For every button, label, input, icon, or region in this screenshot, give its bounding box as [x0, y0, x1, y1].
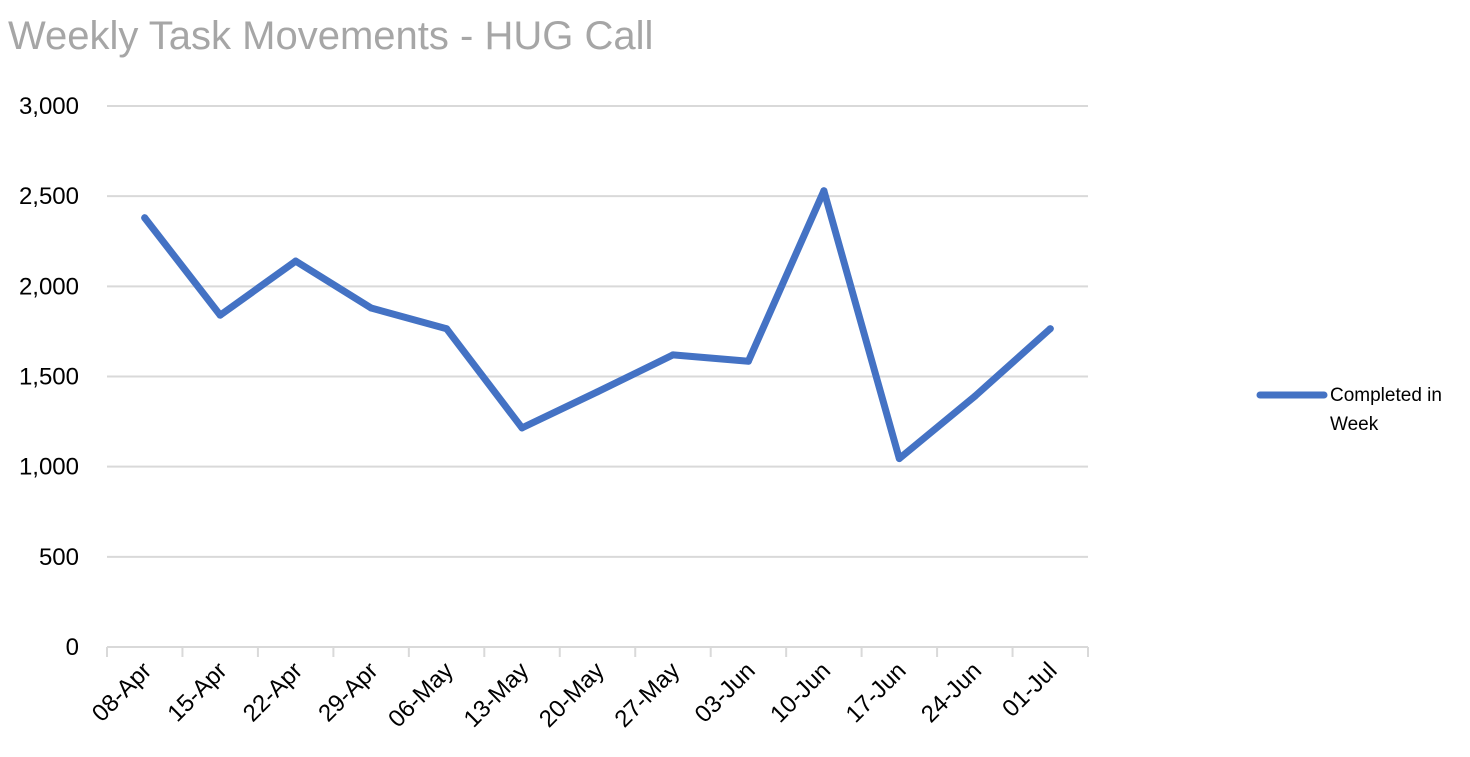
data-point [141, 214, 149, 222]
data-point [367, 304, 375, 312]
x-tick-label: 22-Apr [238, 657, 308, 727]
y-tick-label: 1,000 [19, 454, 79, 481]
x-tick-label: 03-Jun [690, 657, 761, 728]
x-axis [106, 646, 1089, 657]
y-tick-label: 500 [39, 544, 79, 571]
legend-label: Week [1330, 414, 1379, 435]
x-tick-label: 27-May [610, 657, 686, 733]
gridlines [107, 105, 1088, 558]
x-tick-label: 13-May [459, 657, 535, 733]
data-point [443, 325, 451, 333]
y-tick-label: 2,000 [19, 273, 79, 300]
series-layer [141, 187, 1054, 463]
data-point [820, 187, 828, 195]
data-point [744, 357, 752, 365]
x-tick-label: 01-Jul [997, 657, 1062, 722]
x-tick-label: 15-Apr [162, 657, 232, 727]
chart-title: Weekly Task Movements - HUG Call [8, 14, 654, 58]
data-point [669, 351, 677, 359]
x-tick-label: 29-Apr [313, 657, 383, 727]
y-tick-label: 1,500 [19, 364, 79, 391]
data-point [292, 257, 300, 265]
x-tick-labels: 08-Apr 15-Apr 22-Apr 29-Apr 06-May 13-May 20-M… [87, 657, 1063, 733]
x-tick-label: 10-Jun [765, 657, 836, 728]
data-point [1046, 325, 1054, 333]
x-tick-label: 24-Jun [916, 657, 987, 728]
y-tick-label: 3,000 [19, 93, 79, 120]
data-point [518, 424, 526, 432]
series-line [141, 187, 1054, 463]
data-point [971, 392, 979, 400]
y-tick-label: 0 [66, 634, 79, 661]
data-point [594, 388, 601, 396]
legend: Completed in Week [1256, 385, 1442, 435]
legend-label: Completed in [1330, 385, 1442, 406]
y-tick-label: 2,500 [19, 183, 79, 210]
y-axis: 0 500 1,000 1,500 2,000 2,500 3,000 [19, 93, 79, 661]
x-tick-label: 20-May [534, 657, 610, 733]
x-tick-label: 17-Jun [841, 657, 912, 728]
x-tick-label: 08-Apr [87, 657, 157, 727]
data-point [895, 455, 903, 463]
x-tick-label: 06-May [383, 657, 459, 733]
data-point [216, 311, 224, 319]
